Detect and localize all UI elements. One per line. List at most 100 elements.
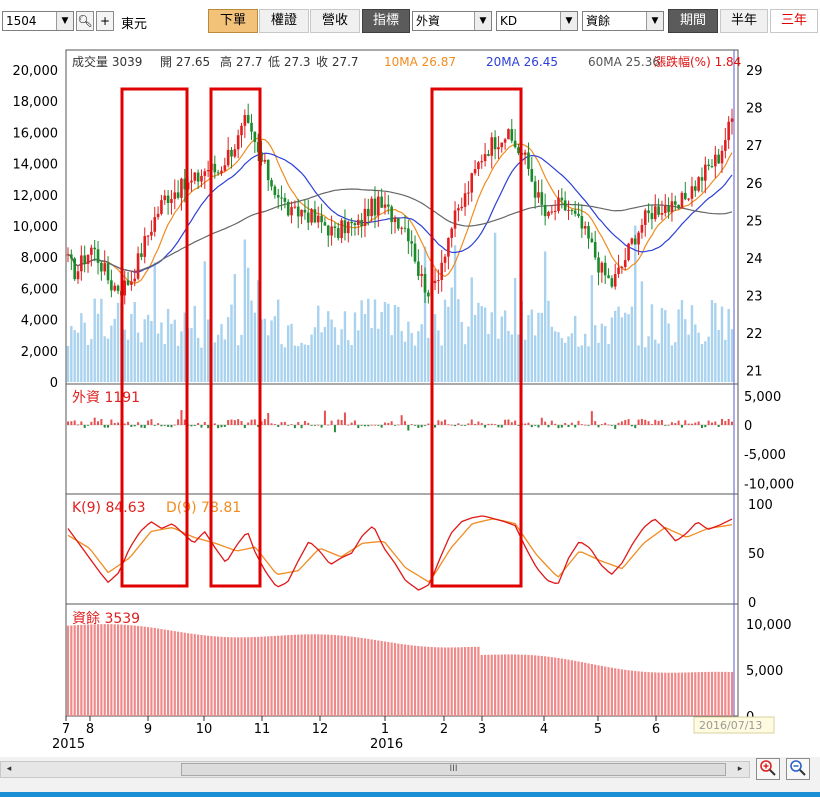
volume-bar — [440, 345, 443, 382]
tab-revenue[interactable]: 營收 — [310, 9, 360, 33]
volume-bar — [707, 336, 710, 382]
volume-bar — [437, 330, 440, 382]
candle-body — [203, 171, 207, 176]
candle-body — [220, 170, 223, 174]
tab-order[interactable]: 下單 — [208, 9, 258, 33]
indicator-select-2[interactable]: KD ▼ — [496, 11, 578, 31]
candle-body — [693, 186, 697, 191]
indicator-select-1[interactable]: 外資 ▼ — [412, 11, 492, 31]
search-button[interactable]: 🔍︎ — [76, 11, 94, 31]
period-three-years[interactable]: 三年 — [770, 9, 818, 33]
scroll-left-icon[interactable]: ◂ — [6, 764, 12, 774]
volume-bar — [427, 337, 430, 382]
foreign-bar — [100, 419, 103, 425]
foreign-bar — [554, 423, 557, 425]
candle-body — [176, 192, 180, 198]
candle-body — [530, 168, 534, 182]
volume-bar — [553, 331, 557, 382]
indicator-value-3: 資餘 — [586, 14, 611, 28]
margin-bar — [277, 635, 280, 716]
period-half-year[interactable]: 半年 — [720, 9, 768, 33]
margin-bar — [554, 657, 557, 716]
candle-body — [603, 262, 607, 276]
margin-bar — [357, 637, 360, 716]
candle-body — [233, 149, 237, 157]
volume-bar — [690, 305, 694, 382]
tab-warrant[interactable]: 權證 — [259, 9, 309, 33]
foreign-bar — [534, 424, 537, 426]
margin-bar — [420, 646, 423, 716]
volume-bar — [377, 328, 380, 382]
volume-bar — [146, 314, 150, 382]
volume-bar — [170, 323, 173, 382]
candle-body — [280, 197, 283, 199]
volume-bar — [173, 319, 176, 382]
zoom-in-icon[interactable] — [756, 758, 780, 780]
candle-body — [553, 210, 557, 212]
indicator-select-3[interactable]: 資餘 ▼ — [582, 11, 664, 31]
foreign-bar — [500, 424, 503, 428]
foreign-bar — [317, 424, 320, 426]
stock-code-select[interactable]: 1504 ▼ — [2, 11, 74, 31]
volume-bar — [490, 312, 493, 382]
volume-bar — [203, 261, 207, 382]
foreign-bar — [694, 422, 697, 425]
margin-bar — [587, 663, 590, 716]
foreign-bar — [731, 421, 733, 425]
zoom-out-icon[interactable] — [786, 758, 810, 780]
stock-chart[interactable]: 20,00018,00016,00014,00012,00010,0008,00… — [0, 40, 820, 757]
foreign-bar — [614, 424, 617, 429]
volume-bar — [627, 314, 630, 382]
volume-bar — [664, 310, 667, 382]
price-axis-label: 24 — [746, 252, 763, 267]
foreign-bar — [637, 419, 640, 425]
volume-bar — [180, 331, 183, 382]
margin-axis-label: 5,000 — [746, 664, 783, 679]
margin-bar — [360, 637, 363, 716]
candle-body — [623, 260, 627, 267]
scrollbar-thumb[interactable]: III — [181, 763, 726, 776]
foreign-bar — [300, 424, 303, 429]
candle-body — [523, 152, 527, 155]
candle-body — [657, 206, 660, 215]
volume-bar — [523, 339, 527, 382]
volume-bar — [620, 317, 624, 382]
foreign-bar — [160, 424, 163, 427]
foreign-bar — [190, 424, 193, 427]
candle-body — [96, 249, 100, 263]
margin-bar — [113, 624, 116, 716]
margin-bar — [594, 664, 597, 716]
volume-bar — [583, 333, 587, 382]
add-button[interactable]: + — [96, 11, 114, 31]
candle-body — [437, 280, 440, 282]
ma60-readout: 60MA 25.36 — [588, 55, 660, 69]
volume-bar — [587, 346, 590, 382]
foreign-bar — [454, 424, 457, 427]
foreign-bar — [87, 424, 90, 426]
candle-body — [293, 206, 297, 208]
margin-bar — [527, 654, 530, 716]
margin-bar — [203, 635, 206, 716]
candle-body — [543, 204, 547, 217]
volume-bar — [86, 344, 90, 382]
margin-bar — [614, 668, 617, 716]
foreign-bar — [387, 422, 390, 425]
foreign-bar — [297, 422, 300, 425]
volume-bar — [617, 306, 620, 382]
margin-bar — [590, 664, 593, 716]
scroll-right-icon[interactable]: ▸ — [737, 764, 743, 774]
magnifier-icon: 🔍︎ — [77, 14, 93, 28]
candle-body — [433, 280, 437, 284]
candle-body — [76, 271, 80, 280]
margin-bar — [624, 669, 627, 716]
margin-bar — [363, 638, 367, 716]
candle-body — [573, 210, 577, 214]
candle-body — [213, 163, 217, 173]
foreign-bar — [330, 420, 333, 425]
volume-bar — [253, 312, 257, 382]
month-label: 9 — [144, 722, 152, 737]
horizontal-scrollbar[interactable]: ◂ III ▸ — [0, 761, 750, 778]
volume-bar — [383, 301, 387, 382]
margin-bar — [267, 636, 270, 716]
month-label: 2 — [440, 722, 448, 737]
